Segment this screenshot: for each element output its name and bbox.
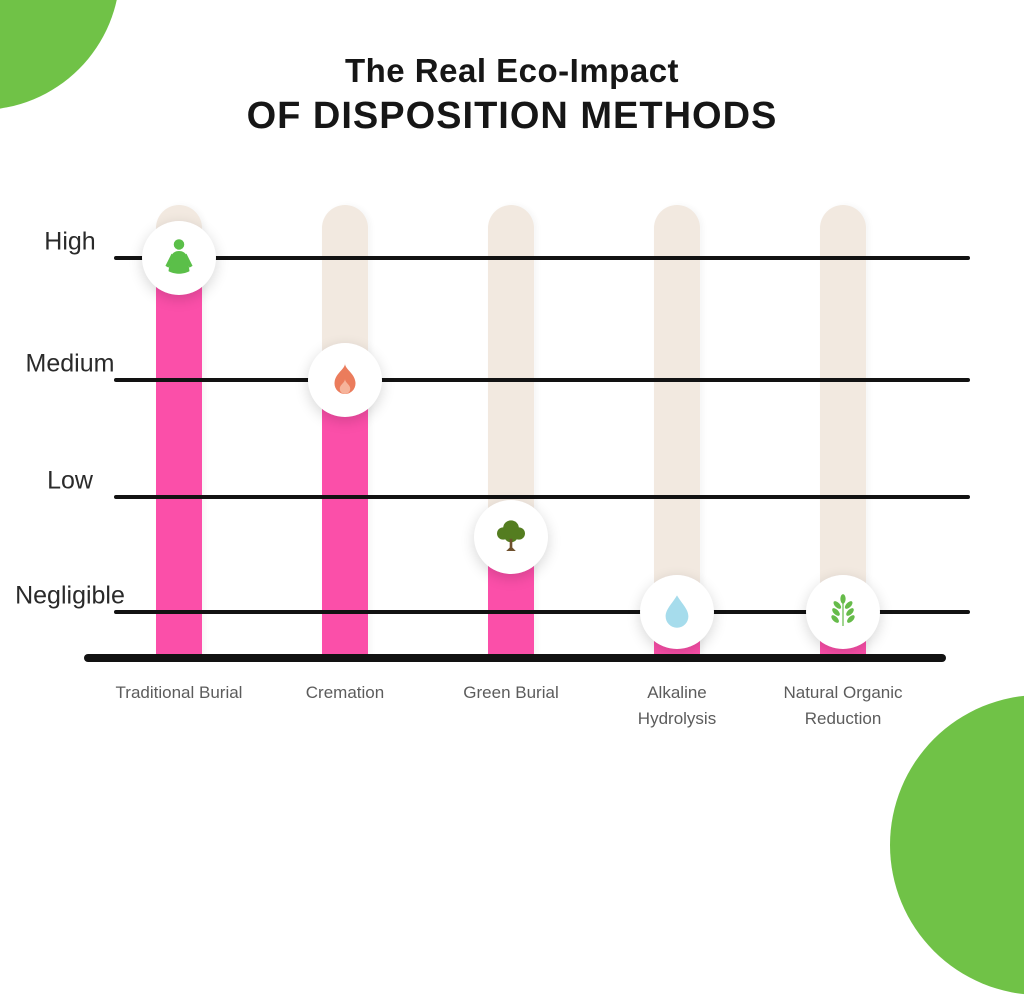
bar-icon-badge [640,575,714,649]
flame-icon [334,362,356,394]
category-label-line: Hydrolysis [637,708,717,728]
y-tick-label: Low [47,466,93,495]
bar-fill [322,380,368,658]
impact-bar-chart: High Medium Low Negligible Traditional B… [15,205,970,731]
gridline [114,495,970,499]
gridline [114,610,970,614]
page-title: The Real Eco-Impact OF DISPOSITION METHO… [0,52,1024,138]
bar-icon-badge [806,575,880,649]
y-tick-label: Negligible [15,581,125,610]
category-label-line: Green Burial [463,683,559,702]
bar-fill [156,258,202,658]
category-label: Cremation [260,680,430,706]
y-tick-label: Medium [25,349,115,378]
bar-icon-badge [308,343,382,417]
page-title-line2: OF DISPOSITION METHODS [246,95,778,137]
x-axis-line [84,654,946,662]
category-label-line: Reduction [804,708,882,728]
category-label-line: Natural Organic [783,683,903,702]
category-label: Natural Organic Reduction [758,680,928,731]
water-drop-icon [665,595,689,628]
y-tick-label: High [44,227,96,256]
page-title-line1: The Real Eco-Impact [344,52,680,89]
category-label: Alkaline Hydrolysis [592,680,762,731]
gridline [114,378,970,382]
tree-icon [497,520,525,552]
gridline [114,256,970,260]
bar-icon-badge [142,221,216,295]
category-label-line: Traditional Burial [115,683,243,702]
wheat-sprig-icon [831,594,855,626]
human-body-icon [165,239,193,274]
category-label: Traditional Burial [94,680,264,706]
category-label: Green Burial [426,680,596,706]
category-label-line: Alkaline [647,683,707,702]
category-label-line: Cremation [305,683,385,702]
bar-icon-badge [474,500,548,575]
